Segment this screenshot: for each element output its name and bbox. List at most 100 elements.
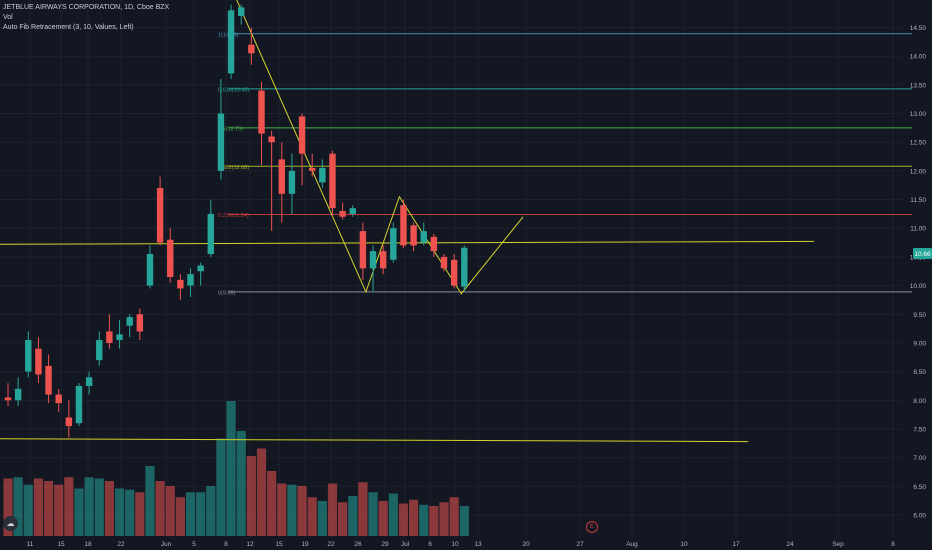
y-tick-label: 9.00 — [913, 340, 926, 347]
candle-body — [329, 153, 336, 209]
candle-body — [45, 365, 52, 395]
volume-bar — [368, 492, 378, 536]
candle-body — [248, 44, 255, 54]
candle-body — [298, 116, 306, 154]
candle-body — [96, 340, 103, 361]
candle-body — [278, 159, 285, 194]
candle-body — [440, 256, 448, 269]
candle-body — [390, 228, 397, 260]
candle-body — [177, 279, 184, 289]
x-tick-label: 29 — [381, 541, 389, 548]
volume-bar — [338, 502, 348, 536]
candle-body — [461, 247, 468, 287]
fib-level-label: 0.618(13.43) — [218, 87, 249, 93]
volume-bar — [196, 492, 206, 536]
candle-body — [197, 265, 204, 272]
volume-bar — [226, 401, 236, 536]
x-tick-label: 27 — [576, 541, 584, 548]
x-tick-label: 22 — [117, 541, 125, 548]
candle-body — [25, 340, 32, 372]
candle-body — [430, 236, 438, 252]
volume-bar — [206, 486, 216, 536]
candle-body — [410, 225, 417, 246]
y-tick-label: 9.50 — [913, 312, 926, 319]
y-tick-label: 10.00 — [910, 283, 927, 290]
x-tick-label: 5 — [192, 541, 196, 548]
candle-body — [116, 334, 123, 341]
x-tick-label: 26 — [354, 541, 362, 548]
candle-body — [106, 331, 113, 343]
candle-body — [400, 205, 407, 246]
x-tick-label: Jul — [401, 541, 410, 548]
volume-bar — [13, 477, 23, 536]
volume-bar — [74, 488, 84, 536]
candle-body — [146, 254, 154, 286]
candle-body — [207, 213, 214, 255]
y-tick-label: 14.00 — [910, 54, 927, 61]
chart-legend: JETBLUE AIRWAYS CORPORATION, 1D, Cboe BZ… — [3, 3, 169, 33]
volume-bar — [125, 489, 135, 536]
x-tick-label: 18 — [84, 541, 92, 548]
candle-body — [65, 417, 73, 427]
y-tick-label: 7.50 — [913, 426, 926, 433]
candle-body — [349, 208, 356, 214]
x-tick-label: 24 — [786, 541, 794, 548]
symbol-title[interactable]: JETBLUE AIRWAYS CORPORATION, 1D, Cboe BZ… — [3, 4, 170, 11]
candle-body — [420, 231, 427, 243]
volume-bar — [388, 493, 398, 536]
candle-body — [379, 251, 387, 269]
candle-body — [75, 385, 83, 424]
y-tick-label: 7.00 — [913, 455, 926, 462]
volume-bar — [64, 477, 74, 536]
candle-body — [4, 397, 12, 401]
candle-body — [238, 7, 245, 17]
candle-body — [268, 136, 275, 143]
x-tick-label: 8 — [891, 541, 895, 548]
x-tick-label: 17 — [732, 541, 740, 548]
candle-body — [359, 231, 367, 269]
volume-bar — [256, 448, 267, 536]
candle-body — [167, 239, 174, 277]
volume-bar — [54, 484, 64, 536]
volume-bar — [317, 501, 327, 536]
fib-level-label: 0.382(12.08) — [218, 165, 249, 171]
volume-bar — [135, 492, 145, 536]
candle-body — [156, 188, 164, 243]
trendline — [236, 0, 524, 295]
volume-bar — [419, 504, 429, 536]
volume-bar — [3, 478, 13, 536]
candle-body — [450, 259, 458, 286]
x-tick-label: 10 — [680, 541, 688, 548]
volume-bar — [277, 483, 287, 536]
volume-bar — [165, 486, 175, 536]
volume-bar — [246, 456, 256, 536]
earnings-event-marker[interactable]: E — [586, 521, 598, 533]
volume-bar — [409, 499, 419, 536]
y-tick-label: 12.50 — [910, 140, 927, 147]
volume-bar — [287, 484, 297, 536]
volume-bar — [33, 478, 44, 536]
volume-bar — [104, 481, 114, 536]
volume-indicator-label[interactable]: Vol — [3, 14, 13, 21]
candle-body — [85, 377, 93, 386]
volume-bar — [449, 497, 459, 536]
x-tick-label: 19 — [301, 541, 309, 548]
volume-bar — [297, 486, 307, 536]
candle-body — [227, 10, 235, 74]
volume-bar — [327, 483, 338, 536]
tradingview-logo-icon[interactable]: ☁ — [3, 516, 18, 531]
volume-bar — [348, 496, 358, 536]
volume-bar — [43, 481, 54, 536]
y-tick-label: 11.00 — [910, 226, 926, 233]
volume-bar — [267, 471, 277, 536]
y-tick-label: 13.00 — [910, 111, 927, 118]
fib-indicator-label[interactable]: Auto Fib Retracement (3, 10, Values, Lef… — [3, 24, 134, 31]
volume-bar — [439, 502, 449, 536]
volume-bar — [145, 466, 155, 536]
volume-bar — [155, 481, 165, 536]
volume-bar — [23, 484, 33, 536]
candle-body — [258, 90, 265, 134]
volume-bar — [358, 482, 368, 536]
trendline — [0, 438, 749, 443]
